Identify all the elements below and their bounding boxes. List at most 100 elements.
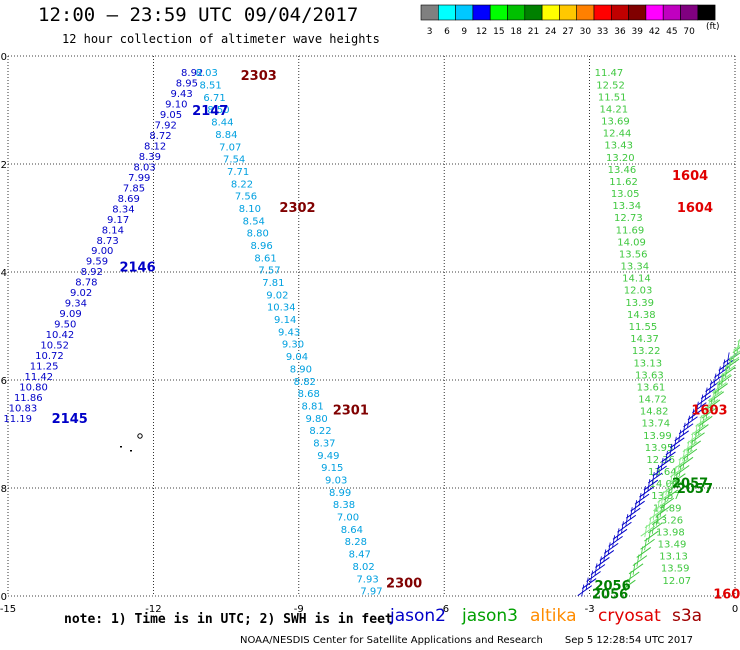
- wave-height-value: 13.49: [658, 540, 687, 551]
- dense-track-mark: [656, 458, 672, 470]
- color-scale-swatch: [680, 4, 699, 21]
- dense-track-mark: [590, 570, 593, 583]
- color-scale-label: 70: [683, 27, 695, 37]
- credit-text: NOAA/NESDIS Center for Satellite Applica…: [240, 635, 543, 646]
- wave-height-value: 13.20: [606, 153, 635, 164]
- wave-height-value: 8.39: [139, 152, 161, 163]
- wave-height-value: 7.92: [155, 121, 177, 132]
- dense-track-mark: [669, 437, 685, 449]
- dense-track-mark: [665, 475, 681, 486]
- wave-height-value: 14.37: [630, 334, 659, 345]
- dense-track-mark: [713, 373, 717, 386]
- wave-height-value: 13.05: [611, 189, 640, 200]
- color-scale-swatch: [593, 4, 612, 21]
- dense-track-mark: [586, 571, 601, 582]
- dense-track-mark: [630, 500, 645, 512]
- wave-height-value: 7.97: [360, 587, 382, 598]
- legend-satellite-jason3: jason3: [462, 606, 518, 626]
- wave-height-value: 7.71: [227, 167, 249, 178]
- wave-height-value: 13.63: [635, 370, 664, 381]
- color-scale-label: 3: [427, 27, 433, 37]
- dense-track-mark: [648, 508, 664, 520]
- dense-track-mark: [644, 517, 660, 529]
- wave-height-value: 13.74: [642, 419, 671, 430]
- longitude-tick-label: 0: [732, 604, 738, 615]
- wave-height-value: 8.22: [309, 426, 331, 437]
- wave-height-value: 8.80: [247, 229, 269, 240]
- wave-height-value: 13.59: [661, 564, 690, 575]
- latitude-tick-label: -30: [0, 52, 7, 63]
- wave-height-value: 9.80: [305, 414, 327, 425]
- longitude-tick-label: -9: [294, 604, 304, 615]
- wave-height-value: 8.64: [341, 525, 363, 536]
- wave-height-value: 7.57: [258, 266, 280, 277]
- wave-height-value: 13.34: [612, 201, 641, 212]
- dense-track-mark: [639, 486, 654, 498]
- dense-track-mark: [663, 489, 678, 501]
- dense-track-mark: [707, 390, 723, 402]
- wave-height-value: 8.68: [298, 389, 320, 400]
- wave-height-value: 9.50: [54, 320, 76, 331]
- wave-height-value: 8.84: [215, 130, 237, 141]
- pass-time-label: 2057: [677, 482, 713, 497]
- wave-height-value: 8.44: [211, 118, 233, 129]
- color-scale-label: 27: [562, 27, 573, 37]
- dense-track-mark: [722, 359, 726, 372]
- dense-track-mark: [690, 432, 705, 444]
- pass-time-label: 2146: [119, 261, 155, 276]
- dense-track-mark: [696, 395, 712, 407]
- dense-track-mark: [728, 352, 740, 362]
- dense-track-mark: [640, 525, 656, 537]
- pass-time-label: 2303: [241, 69, 277, 84]
- track-time-labels: 2303 2147 2302 2146 2301 2145 2300 1604 1604 1603…: [52, 69, 740, 602]
- latitude-tick-label: -36: [0, 376, 7, 387]
- pass-time-label: 2301: [333, 404, 369, 419]
- wave-height-value: 8.37: [313, 438, 335, 449]
- legend-note: note: 1) Time is in UTC; 2) SWH is in fe…: [64, 612, 393, 627]
- wave-height-value: 8.92: [181, 68, 203, 79]
- wave-height-value: 13.69: [601, 117, 630, 128]
- wave-height-value: 8.90: [290, 364, 312, 375]
- legend-satellite-jason2: jason2: [390, 606, 446, 626]
- dense-track-mark: [656, 464, 660, 478]
- latitude-tick-label: -32: [0, 160, 7, 171]
- dense-track-mark: [669, 443, 673, 456]
- dense-track-mark: [628, 563, 644, 575]
- wave-height-value: 9.43: [278, 327, 300, 338]
- dense-track-mark: [733, 344, 740, 351]
- dense-track-mark: [657, 491, 672, 503]
- wave-height-value: 8.99: [329, 488, 351, 499]
- color-scale-label: 36: [614, 27, 626, 37]
- wave-height-value: 9.43: [170, 89, 192, 100]
- color-scale-label: 45: [666, 27, 677, 37]
- color-scale-swatch: [559, 4, 578, 21]
- dense-track-mark: [674, 458, 689, 469]
- axis-tick-labels: -15-12-9-6-30-30-32-34-36-38-40: [0, 52, 738, 615]
- dense-track-mark: [682, 422, 686, 435]
- dense-track-mark: [590, 564, 606, 575]
- dense-track-mark: [647, 522, 663, 534]
- dense-track-mark: [674, 465, 690, 476]
- wave-height-value: 8.82: [294, 377, 316, 388]
- dense-track-mark: [608, 535, 623, 547]
- wave-height-value: 10.52: [40, 340, 69, 351]
- wave-height-value: 8.92: [81, 267, 103, 278]
- wave-height-value: 11.19: [3, 414, 32, 425]
- wave-height-value: 9.59: [86, 257, 108, 268]
- wave-height-value: 9.17: [107, 215, 129, 226]
- wave-height-value: 12.52: [596, 80, 625, 91]
- island-marker: [120, 433, 143, 452]
- color-scale-swatch: [524, 4, 543, 21]
- latitude-tick-label: -40: [0, 592, 7, 603]
- dense-track-mark: [709, 374, 725, 385]
- wave-height-value: 11.42: [25, 372, 54, 383]
- wave-height-value: 8.73: [96, 236, 118, 247]
- pass-time-label: 160: [713, 587, 740, 602]
- wave-height-value: 13.43: [604, 141, 633, 152]
- dense-track-mark: [625, 507, 641, 519]
- wave-height-value: 9.04: [286, 352, 308, 363]
- dense-track-mark: [716, 373, 731, 385]
- wave-height-value: 13.26: [654, 515, 683, 526]
- dense-track-mark: [616, 528, 620, 541]
